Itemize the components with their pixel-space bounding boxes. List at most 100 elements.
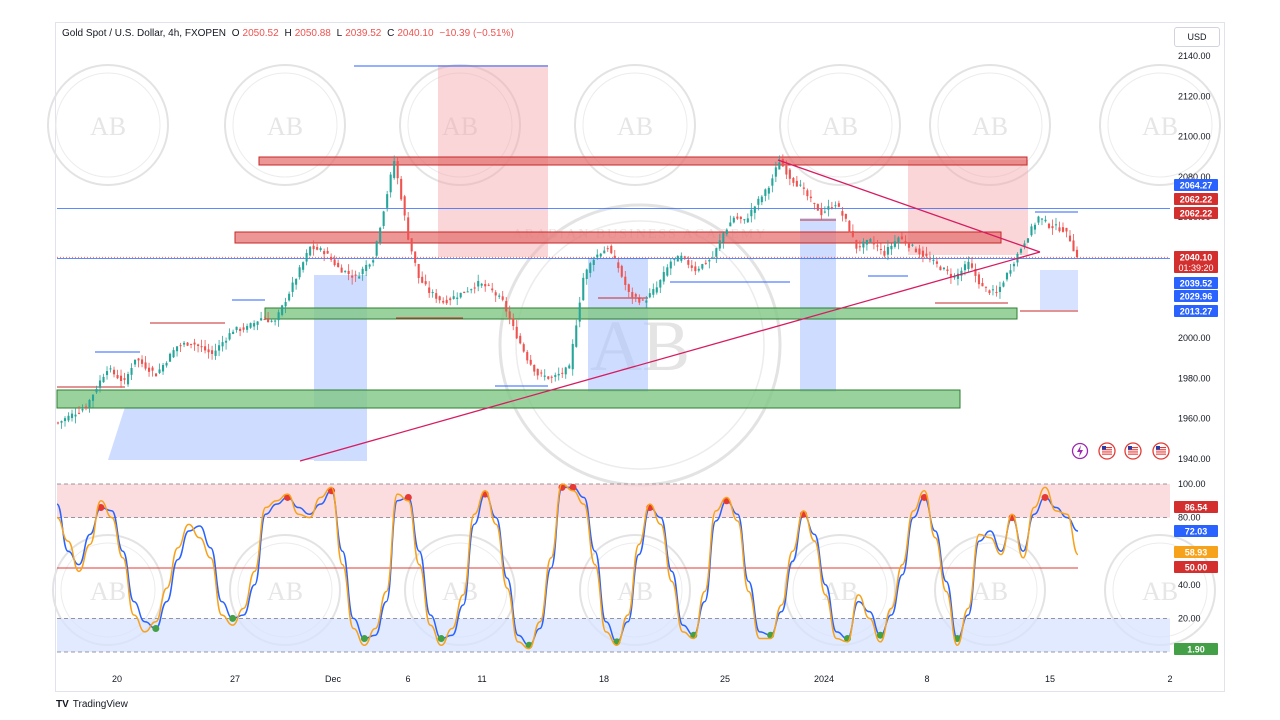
time-tick-label: 2024 [814,674,834,684]
candle-body [918,248,921,255]
candle-body [267,318,270,323]
candle-body [533,364,536,372]
candle-body [1009,270,1012,274]
candle-body [235,326,238,330]
candle-body [88,399,91,408]
candle-body [592,259,595,265]
candle-body [771,178,774,186]
us-flag-icon[interactable] [1152,442,1170,460]
candle-body [680,255,683,261]
watermark-mark: AB [267,577,303,606]
candle-body [641,299,644,301]
candle-body [564,367,567,375]
watermark-seal [1099,64,1221,186]
candle-body [1030,226,1033,236]
watermark-seal [779,64,901,186]
candle-body [557,373,560,376]
watermark-mark: AB [972,112,1008,141]
watermark-mark: AB [617,112,653,141]
price-tick-label: 2080.00 [1178,172,1211,182]
candle-body [260,318,263,321]
candle-body [603,250,606,254]
candle-body [522,344,525,352]
time-tick-label: 20 [112,674,122,684]
demand-fill-2 [588,258,648,392]
candle-body [834,205,837,207]
candle-body [984,286,988,288]
candle-body [729,222,732,227]
candle-body [809,196,812,199]
candle-body [624,276,627,285]
candle-body [767,187,770,194]
candle-body [365,264,368,272]
candle-body [375,241,378,256]
lightning-icon[interactable] [1071,442,1089,460]
candle-body [1075,249,1079,258]
candle-body [760,196,763,203]
price-tick-label: 1940.00 [1178,454,1211,464]
candle-body [112,369,116,375]
flag-canton [1156,446,1160,450]
candle-body [743,219,746,221]
flag-stripe [1156,453,1166,455]
time-tick-label: 18 [599,674,609,684]
candle-body [813,202,816,204]
candle-body [484,283,487,287]
candle-body [281,305,284,315]
candle-body [501,296,504,300]
candle-body [953,276,956,278]
candle-body [270,320,273,322]
candle-body [291,282,294,292]
high-value: 2050.88 [294,28,331,39]
candle-body [568,365,571,369]
candle-body [1065,227,1068,232]
candle-body [715,248,718,257]
change-value: −10.39 (−0.51%) [439,28,514,39]
tag-osc-58-text: 58.93 [1185,548,1208,558]
candle-body [652,289,655,295]
candle-body [151,367,154,371]
currency-button[interactable]: USD [1174,27,1220,47]
us-flag-icon[interactable] [1098,442,1116,460]
price-tick-label: 2120.00 [1178,91,1211,101]
candle-body [63,418,67,422]
candle-body [1068,235,1072,242]
tag-osc-86-box [1174,501,1218,513]
candle-body [463,291,466,293]
candle-body [599,253,602,257]
flag-stripe [1156,451,1166,453]
tag-2064-text: 2064.27 [1180,181,1213,191]
candle-body [543,375,546,377]
candle-body [1040,218,1044,220]
candle-body [1002,282,1005,287]
candle-body [788,169,791,179]
us-flag-icon[interactable] [1124,442,1142,460]
event-icons[interactable] [1071,442,1170,460]
candle-body [183,342,186,345]
candle-body [344,270,347,272]
tag-2062b: 2062.22 [1174,207,1218,219]
candle-body [872,242,875,245]
candle-body [130,368,133,375]
candle-body [77,412,81,414]
candle-body [596,254,599,258]
tag-2039-box [1174,277,1218,289]
candle-body [84,406,88,409]
candle-body [512,318,515,326]
cross-down-dot [569,483,577,491]
candle-body [133,359,137,365]
candle-body [246,326,249,330]
demand-fill-5 [1040,270,1078,310]
candle-body [323,251,326,255]
candle-body [477,280,480,287]
candle-body [582,277,585,301]
tag-last-price-countdown: 01:39:20 [1178,263,1213,273]
candle-body [98,380,102,388]
tag-2062b-box [1174,207,1218,219]
candle-body [554,375,557,377]
candle-body [253,323,256,327]
candle-body [949,273,952,278]
candle-body [91,394,95,401]
tradingview-footer[interactable]: TV TradingView [56,699,128,710]
